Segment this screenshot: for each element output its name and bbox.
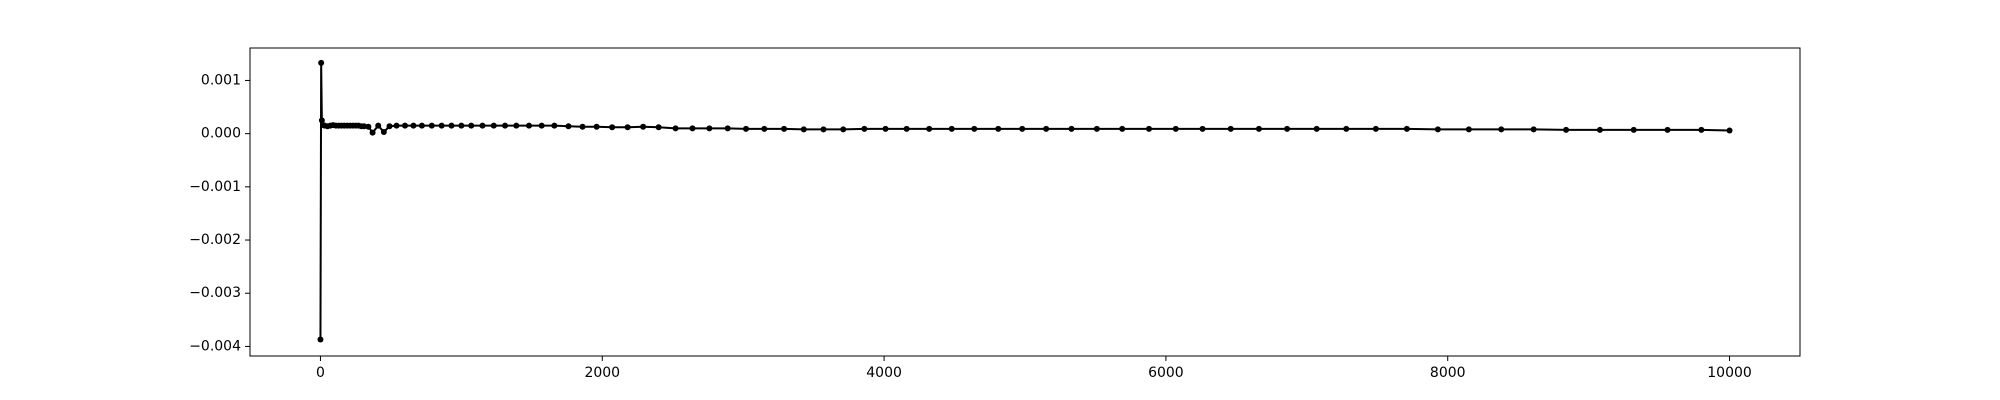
marker xyxy=(479,122,486,129)
marker xyxy=(609,124,616,131)
plot-frame xyxy=(249,47,1801,357)
marker xyxy=(1172,125,1179,132)
y-tick-label: −0.002 xyxy=(189,232,241,248)
marker xyxy=(861,125,868,132)
marker xyxy=(640,123,647,130)
x-tick-label: 2000 xyxy=(584,365,620,381)
x-tick-label: 10000 xyxy=(1707,365,1752,381)
marker xyxy=(1019,125,1026,132)
marker xyxy=(1313,125,1320,132)
marker xyxy=(458,122,465,129)
marker xyxy=(438,122,445,129)
marker xyxy=(380,129,387,136)
marker xyxy=(1563,126,1570,133)
line xyxy=(319,61,1730,340)
marker xyxy=(781,125,788,132)
marker xyxy=(490,122,497,129)
marker xyxy=(1664,126,1671,133)
marker xyxy=(1465,126,1472,133)
marker xyxy=(551,122,558,129)
marker xyxy=(538,122,545,129)
marker xyxy=(365,123,372,130)
marker xyxy=(624,124,631,131)
y-tick-label: 0.001 xyxy=(201,72,241,88)
x-tick-label: 4000 xyxy=(866,365,902,381)
marker xyxy=(369,129,376,136)
x-tick-label: 8000 xyxy=(1430,365,1466,381)
marker xyxy=(386,123,393,130)
marker xyxy=(995,125,1002,132)
marker xyxy=(565,123,572,130)
marker xyxy=(948,125,955,132)
marker xyxy=(689,125,696,132)
marker xyxy=(418,122,425,129)
marker xyxy=(1284,125,1291,132)
marker xyxy=(1630,126,1637,133)
marker xyxy=(513,122,520,129)
marker xyxy=(579,123,586,130)
marker xyxy=(655,124,662,131)
marker xyxy=(1372,125,1379,132)
marker xyxy=(1698,126,1705,133)
y-tick-label: −0.001 xyxy=(189,179,241,195)
y-tick-label: 0.000 xyxy=(201,126,241,142)
marker xyxy=(971,125,978,132)
marker xyxy=(502,122,509,129)
marker xyxy=(526,122,532,129)
marker xyxy=(1146,125,1152,132)
marker xyxy=(882,125,889,132)
marker xyxy=(468,122,475,129)
marker xyxy=(1068,125,1075,132)
marker xyxy=(1343,125,1350,132)
marker xyxy=(903,125,910,132)
marker xyxy=(1227,125,1234,132)
marker xyxy=(672,125,679,132)
marker xyxy=(706,125,713,132)
marker xyxy=(1498,126,1505,133)
y-tick-label: −0.003 xyxy=(189,285,241,301)
marker xyxy=(800,126,807,133)
marker xyxy=(448,122,455,129)
x-tick-label: 0 xyxy=(316,365,325,381)
marker xyxy=(1119,125,1126,132)
marker xyxy=(318,117,325,124)
marker xyxy=(743,125,749,132)
marker xyxy=(1726,127,1733,134)
marker xyxy=(1043,125,1050,132)
marker xyxy=(724,125,731,132)
marker xyxy=(393,122,400,129)
marker xyxy=(428,122,435,129)
marker xyxy=(375,122,382,129)
marker xyxy=(402,122,408,129)
marker xyxy=(926,125,933,132)
marker xyxy=(317,336,324,343)
y-tick-label: −0.004 xyxy=(189,338,241,354)
x-tick-label: 6000 xyxy=(1148,365,1184,381)
marker xyxy=(761,125,768,132)
marker xyxy=(1403,125,1410,132)
marker xyxy=(410,122,417,129)
marker xyxy=(1530,126,1537,133)
marker xyxy=(318,59,325,66)
marker xyxy=(820,126,827,133)
marker xyxy=(1093,125,1100,132)
marker xyxy=(1199,125,1206,132)
marker xyxy=(1434,126,1441,133)
marker xyxy=(1255,125,1262,132)
marker xyxy=(593,123,600,130)
marker xyxy=(1596,126,1603,133)
marker xyxy=(840,126,847,133)
